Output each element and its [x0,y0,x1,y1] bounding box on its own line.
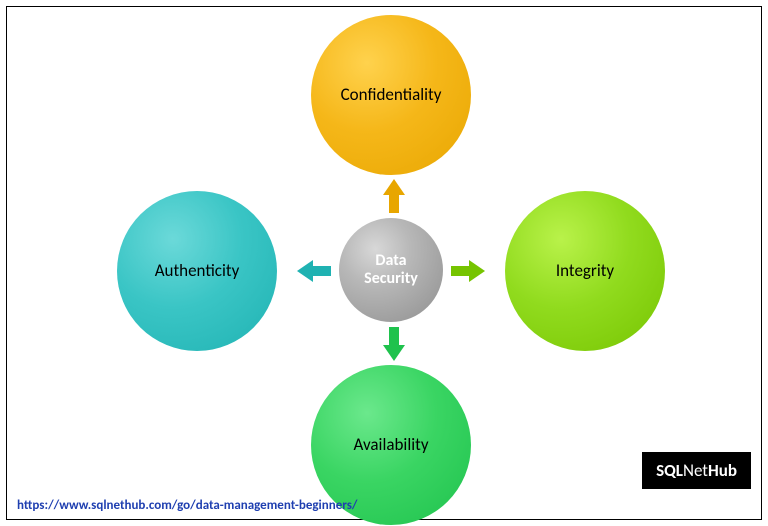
node-integrity: Integrity [505,191,665,351]
diagram-frame: Confidentiality Integrity Availability A… [6,6,762,520]
arrow-down-icon [383,345,405,361]
node-center: DataSecurity [339,218,443,322]
node-label: Authenticity [155,262,240,281]
footer-url: https://www.sqlnethub.com/go/data-manage… [17,498,357,513]
arrow-left-icon [297,260,313,282]
logo-prefix: SQL [656,460,683,481]
logo-badge: SQLNetHub [642,452,751,489]
node-label: Integrity [556,262,614,281]
logo-mid: Net [683,460,708,481]
logo-suffix: Hub [708,460,737,481]
center-label: DataSecurity [364,252,418,287]
node-label: Availability [353,436,428,455]
arrow-right-icon [469,260,485,282]
node-label: Confidentiality [341,86,442,105]
arrow-up-icon [383,179,405,195]
node-confidentiality: Confidentiality [311,15,471,175]
node-authenticity: Authenticity [117,191,277,351]
